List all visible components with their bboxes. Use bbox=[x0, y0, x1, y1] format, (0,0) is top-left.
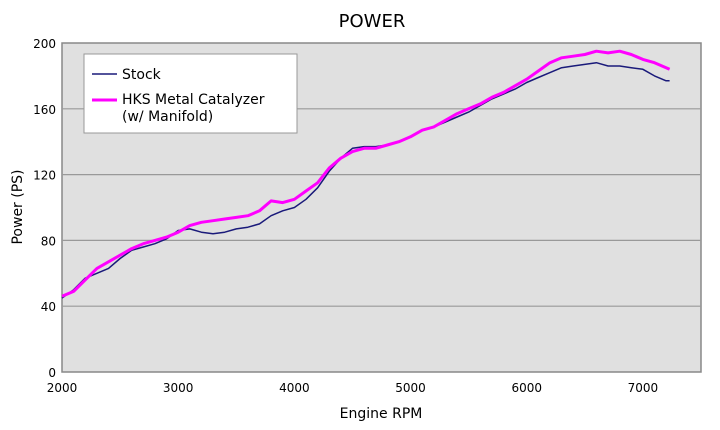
y-axis-label: Power (PS) bbox=[10, 169, 26, 244]
x-axis-label: Engine RPM bbox=[340, 406, 423, 422]
x-tick-label: 6000 bbox=[511, 381, 542, 395]
x-tick-label: 4000 bbox=[279, 381, 310, 395]
chart-title: POWER bbox=[339, 11, 406, 32]
y-tick-label: 40 bbox=[41, 300, 56, 314]
x-tick-label: 2000 bbox=[47, 381, 78, 395]
legend-box bbox=[83, 53, 298, 134]
x-tick-label: 5000 bbox=[395, 381, 426, 395]
series-line-stock bbox=[61, 61, 670, 299]
legend-label-hks-line2: (w/ Manifold) bbox=[122, 109, 213, 125]
x-tick-label: 7000 bbox=[628, 381, 659, 395]
y-tick-label: 200 bbox=[33, 37, 56, 51]
legend-label-stock: Stock bbox=[122, 67, 162, 83]
series-line-hks bbox=[61, 49, 671, 298]
y-tick-label: 0 bbox=[48, 366, 56, 380]
y-tick-label: 80 bbox=[41, 234, 56, 248]
legend-label-hks-line1: HKS Metal Catalyzer bbox=[122, 92, 265, 108]
y-tick-label: 160 bbox=[33, 103, 56, 117]
legend: Stock HKS Metal Catalyzer (w/ Manifold) bbox=[83, 53, 298, 134]
y-tick-label: 120 bbox=[33, 169, 56, 183]
x-tick-label: 3000 bbox=[163, 381, 194, 395]
